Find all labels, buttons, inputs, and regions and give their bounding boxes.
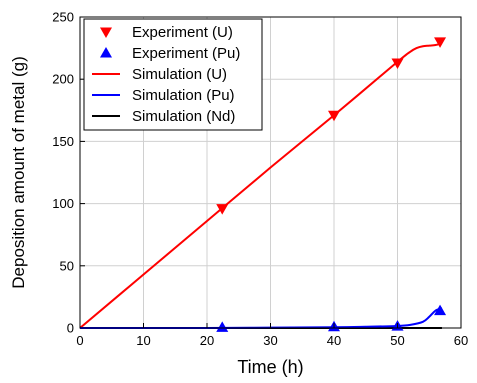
data-point-experiment-pu (216, 321, 229, 332)
data-point-experiment-u (434, 37, 447, 48)
data-point-experiment-u (328, 110, 340, 122)
y-tick-label: 250 (52, 10, 74, 25)
y-tick-label: 50 (60, 258, 74, 273)
x-tick-label: 60 (454, 333, 468, 348)
x-tick-label: 0 (76, 333, 83, 348)
x-tick-label: 40 (327, 333, 341, 348)
x-tick-label: 20 (200, 333, 214, 348)
y-axis-title: Deposition amount of metal (g) (9, 56, 28, 288)
x-tick-label: 10 (136, 333, 150, 348)
y-tick-label: 100 (52, 196, 74, 211)
y-tick-label: 0 (67, 321, 74, 336)
axis-ticks: 0 10 20 30 40 50 60 0 50 100 150 200 250 (52, 10, 468, 349)
x-axis-title: Time (h) (237, 357, 303, 377)
legend-label-simulation-pu: Simulation (Pu) (132, 87, 235, 104)
legend-label-experiment-pu: Experiment (Pu) (132, 45, 240, 62)
legend-label-simulation-nd: Simulation (Nd) (132, 108, 235, 125)
legend-label-experiment-u: Experiment (U) (132, 24, 233, 41)
series-line-simulation-pu (80, 307, 443, 330)
y-tick-label: 150 (52, 134, 74, 149)
data-point-experiment-u (216, 204, 229, 215)
legend: Experiment (U) Experiment (Pu) Simulation … (83, 18, 263, 131)
x-tick-label: 50 (390, 333, 404, 348)
x-tick-label: 30 (263, 333, 277, 348)
y-tick-label: 200 (52, 72, 74, 87)
data-point-experiment-u (391, 58, 404, 70)
legend-label-simulation-u: Simulation (U) (132, 66, 227, 83)
legend-symbol-experiment-pu (100, 47, 112, 58)
data-point-experiment-pu (434, 304, 447, 316)
legend-symbol-experiment-u (100, 27, 112, 38)
